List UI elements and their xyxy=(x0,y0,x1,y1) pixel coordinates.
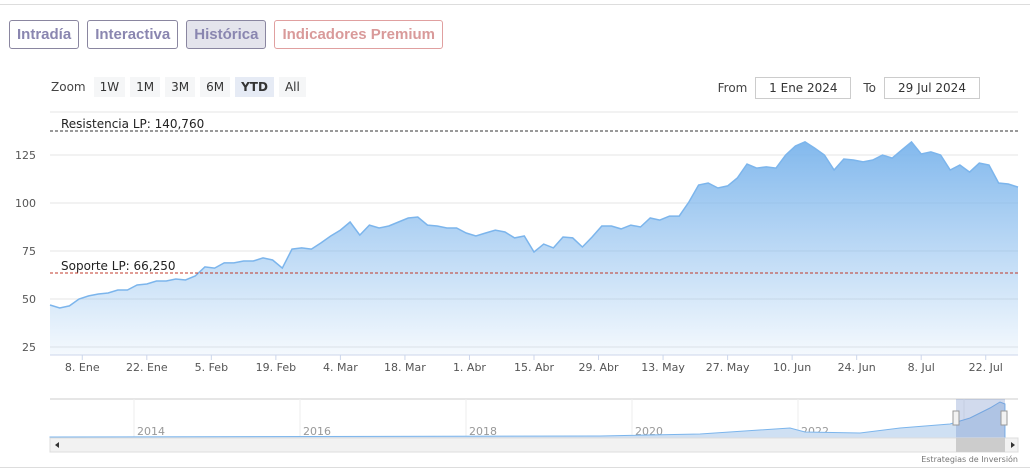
support-label: Soporte LP: 66,250 xyxy=(61,259,176,273)
x-tick-label: 4. Mar xyxy=(323,361,358,374)
x-tick-label: 5. Feb xyxy=(195,361,228,374)
top-divider xyxy=(0,4,1030,5)
tab-intradia[interactable]: Intradía xyxy=(9,20,80,49)
x-tick-label: 10. Jun xyxy=(773,361,811,374)
price-area xyxy=(50,141,1018,355)
from-label: From xyxy=(717,81,748,95)
x-tick-label: 19. Feb xyxy=(256,361,296,374)
zoom-3m-button[interactable]: 3M xyxy=(165,77,196,97)
x-tick-label: 8. Ene xyxy=(65,361,100,374)
zoom-label: Zoom xyxy=(51,80,86,94)
x-tick-label: 18. Mar xyxy=(384,361,426,374)
navigator-year-label: 2016 xyxy=(303,425,331,438)
scrollbar-track[interactable] xyxy=(49,437,1019,453)
price-line xyxy=(49,140,1019,309)
navigator-mask xyxy=(956,399,1005,438)
x-tick-label: 24. Jun xyxy=(838,361,876,374)
x-tick-label: 29. Abr xyxy=(579,361,619,374)
x-tick-label: 15. Abr xyxy=(514,361,554,374)
zoom-ytd-button[interactable]: YTD xyxy=(235,77,274,97)
x-tick-label: 27. May xyxy=(706,361,750,374)
tab-indicadores-premium[interactable]: Indicadores Premium xyxy=(274,20,443,49)
scrollbar-thumb[interactable] xyxy=(956,438,1005,452)
zoom-1m-button[interactable]: 1M xyxy=(130,77,161,97)
navigator-series xyxy=(49,401,1006,439)
y-tick-label: 50 xyxy=(22,293,36,306)
zoom-selector: Zoom 1W 1M 3M 6M YTD All xyxy=(51,77,306,97)
zoom-all-button[interactable]: All xyxy=(278,77,306,97)
x-tick-label: 1. Abr xyxy=(453,361,486,374)
navigator-year-label: 2014 xyxy=(137,425,165,438)
x-tick-label: 22. Jul xyxy=(969,361,1003,374)
bottom-divider xyxy=(0,467,1030,468)
y-tick-label: 100 xyxy=(15,197,36,210)
zoom-6m-button[interactable]: 6M xyxy=(200,77,231,97)
date-range: From 1 Ene 2024 To 29 Jul 2024 xyxy=(718,77,980,99)
zoom-1w-button[interactable]: 1W xyxy=(93,77,126,97)
to-label: To xyxy=(863,81,876,95)
navigator-handle-left[interactable] xyxy=(952,410,960,426)
scroll-right-arrow-icon[interactable] xyxy=(1011,442,1015,448)
to-date-input[interactable]: 29 Jul 2024 xyxy=(884,77,980,99)
tab-historica[interactable]: Histórica xyxy=(186,20,267,49)
y-tick-label: 125 xyxy=(15,149,36,162)
y-tick-label: 25 xyxy=(22,341,36,354)
navigator-handle-right[interactable] xyxy=(1000,410,1008,426)
y-tick-label: 75 xyxy=(22,245,36,258)
navigator-year-label: 2018 xyxy=(469,425,497,438)
x-tick-label: 8. Jul xyxy=(908,361,935,374)
resistance-label: Resistencia LP: 140,760 xyxy=(61,117,204,131)
x-tick-label: 13. May xyxy=(641,361,685,374)
from-date-input[interactable]: 1 Ene 2024 xyxy=(755,77,852,99)
x-tick-label: 22. Ene xyxy=(126,361,168,374)
chart-credit: Estrategias de Inversión xyxy=(921,455,1018,464)
tab-interactiva[interactable]: Interactiva xyxy=(87,20,179,49)
scroll-left-arrow-icon[interactable] xyxy=(55,442,59,448)
view-tabs: Intradía Interactiva Histórica Indicador… xyxy=(9,20,443,49)
